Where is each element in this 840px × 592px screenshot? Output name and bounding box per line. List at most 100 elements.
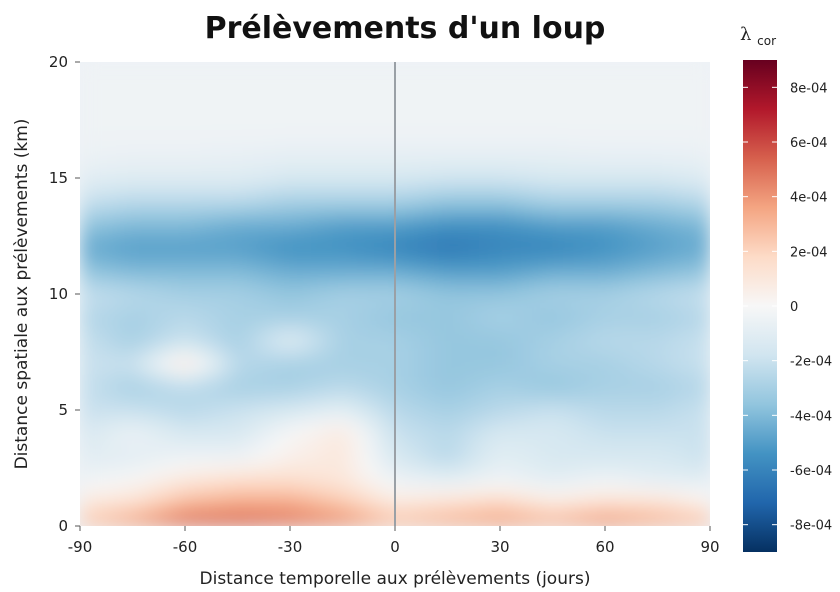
heatmap-cell <box>395 182 407 193</box>
heatmap-cell <box>143 349 155 360</box>
heatmap-cell <box>468 173 480 184</box>
y-tick-label: 0 <box>58 517 68 535</box>
heatmap-cell <box>363 210 375 221</box>
heatmap-cell <box>563 89 575 100</box>
heatmap-cell <box>80 256 92 267</box>
heatmap-cell <box>122 117 134 128</box>
heatmap-cell <box>342 182 354 193</box>
heatmap-cell <box>563 99 575 109</box>
heatmap-cell <box>342 414 354 425</box>
heatmap-cell <box>594 488 606 499</box>
heatmap-cell <box>678 229 690 239</box>
heatmap-cell <box>563 266 575 277</box>
heatmap-cell <box>426 368 438 379</box>
heatmap-cell <box>563 507 575 518</box>
heatmap-cell <box>311 284 323 295</box>
heatmap-cell <box>689 99 701 109</box>
heatmap-cell <box>321 145 333 156</box>
heatmap-cell <box>489 442 501 453</box>
heatmap-cell <box>185 117 197 128</box>
heatmap-cell <box>164 396 176 406</box>
heatmap-cell <box>227 154 239 165</box>
heatmap-cell <box>510 396 522 406</box>
heatmap-cell <box>405 89 417 100</box>
heatmap-cell <box>332 191 344 202</box>
heatmap-cell <box>216 219 228 230</box>
heatmap-cell <box>101 340 113 351</box>
heatmap-cell <box>216 229 228 239</box>
heatmap-cell <box>626 396 638 406</box>
heatmap-cell <box>174 488 186 499</box>
heatmap-cell <box>689 219 701 230</box>
heatmap-cell <box>164 154 176 165</box>
heatmap-cell <box>689 164 701 174</box>
heatmap-cell <box>636 498 648 509</box>
heatmap-cell <box>384 80 396 91</box>
heatmap-cell <box>174 145 186 156</box>
heatmap-cell <box>227 423 239 434</box>
heatmap-cell <box>426 386 438 397</box>
heatmap-cell <box>531 247 543 258</box>
heatmap-cell <box>615 321 627 332</box>
heatmap-cell <box>647 423 659 434</box>
heatmap-cell <box>80 266 92 277</box>
heatmap-cell <box>185 182 197 193</box>
heatmap-cell <box>584 470 596 481</box>
heatmap-cell <box>584 405 596 416</box>
heatmap-cell <box>332 238 344 249</box>
heatmap-cell <box>269 71 281 82</box>
heatmap-cell <box>626 117 638 128</box>
heatmap-cell <box>426 442 438 453</box>
heatmap-cell <box>458 210 470 221</box>
heatmap-cell <box>416 386 428 397</box>
heatmap-cell <box>552 210 564 221</box>
heatmap-cell <box>500 210 512 221</box>
heatmap-cell <box>185 312 197 323</box>
heatmap-cell <box>164 108 176 119</box>
heatmap-cell <box>353 507 365 518</box>
heatmap-cell <box>311 433 323 444</box>
heatmap-cell <box>248 154 260 165</box>
heatmap-cell <box>615 275 627 286</box>
heatmap-cell <box>447 182 459 193</box>
heatmap-cell <box>668 340 680 351</box>
heatmap-cell <box>668 349 680 360</box>
heatmap-cell <box>689 321 701 332</box>
heatmap-cell <box>227 303 239 314</box>
heatmap-cell <box>678 442 690 453</box>
heatmap-cell <box>248 108 260 119</box>
heatmap-cell <box>143 136 155 147</box>
heatmap-cell <box>437 71 449 82</box>
heatmap-cell <box>437 461 449 471</box>
heatmap-cell <box>636 433 648 444</box>
heatmap-cell <box>531 377 543 388</box>
heatmap-cell <box>426 238 438 249</box>
heatmap-cell <box>689 275 701 286</box>
heatmap-cell <box>300 321 312 332</box>
heatmap-cell <box>689 507 701 518</box>
heatmap-cell <box>206 488 218 499</box>
heatmap-cell <box>216 461 228 471</box>
heatmap-cell <box>80 62 92 72</box>
heatmap-cell <box>626 479 638 490</box>
heatmap-cell <box>510 405 522 416</box>
heatmap-cell <box>594 423 606 434</box>
heatmap-cell <box>531 405 543 416</box>
heatmap-cell <box>143 377 155 388</box>
heatmap-cell <box>374 461 386 471</box>
heatmap-cell <box>290 238 302 249</box>
heatmap-cell <box>101 507 113 518</box>
heatmap-cell <box>458 238 470 249</box>
heatmap-cell <box>258 284 270 295</box>
heatmap-cell <box>636 182 648 193</box>
heatmap-cell <box>668 414 680 425</box>
heatmap-cell <box>279 479 291 490</box>
heatmap-cell <box>363 182 375 193</box>
heatmap-cell <box>573 414 585 425</box>
heatmap-cell <box>269 294 281 304</box>
colorbar-tick-label: -8e-04 <box>790 519 832 534</box>
heatmap-cell <box>647 303 659 314</box>
heatmap-cell <box>395 164 407 174</box>
heatmap-cell <box>248 136 260 147</box>
heatmap-cell <box>185 433 197 444</box>
